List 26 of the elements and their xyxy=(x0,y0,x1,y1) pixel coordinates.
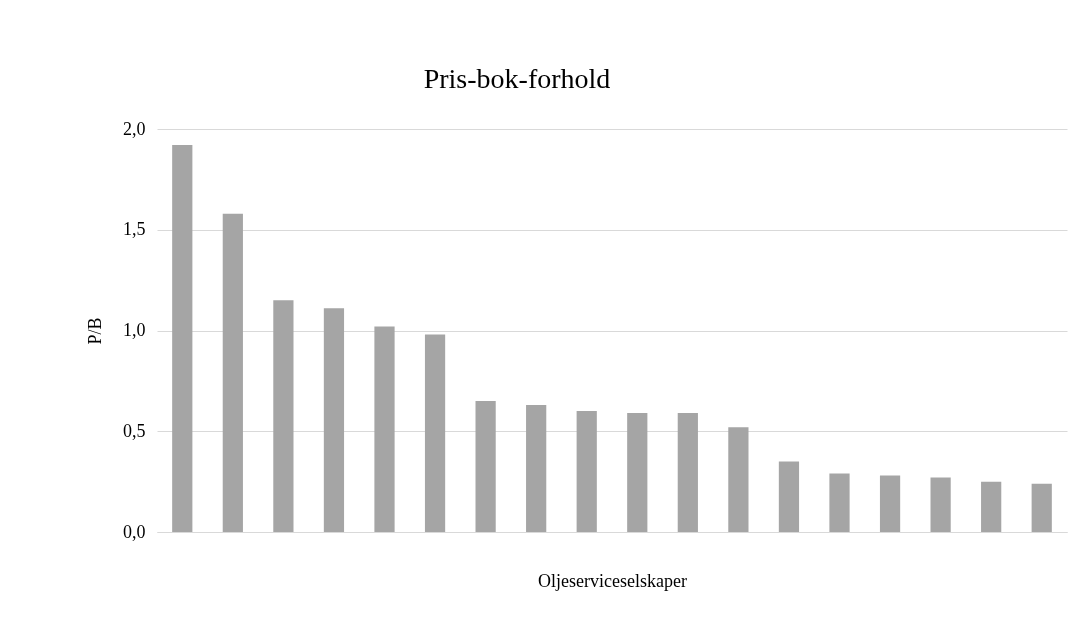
y-tick-label: 1,5 xyxy=(123,219,146,240)
y-tick-label: 0,5 xyxy=(123,420,146,441)
bar xyxy=(172,145,193,532)
bar xyxy=(627,413,648,532)
bar xyxy=(323,308,345,532)
bar xyxy=(879,475,901,532)
bar xyxy=(424,334,446,532)
y-tick-label: 1,0 xyxy=(123,320,146,340)
bar xyxy=(475,401,496,532)
bar xyxy=(222,213,243,532)
bar xyxy=(778,461,800,532)
y-tick-label: 0,0 xyxy=(123,521,146,542)
bar xyxy=(829,473,850,532)
x-axis-title: Oljeserviceselskaper xyxy=(538,570,687,591)
bar xyxy=(576,411,597,532)
bar xyxy=(526,405,547,532)
y-axis-title: P/B xyxy=(85,317,105,345)
y-tick-label: 2,0 xyxy=(123,118,146,139)
chart-title: Pris-bok-forhold xyxy=(423,63,611,94)
bar xyxy=(273,300,294,532)
bar xyxy=(728,427,749,532)
bar xyxy=(677,413,698,532)
bar xyxy=(930,477,951,532)
bar xyxy=(981,481,1002,532)
bar xyxy=(1031,483,1052,532)
bar xyxy=(374,326,395,532)
